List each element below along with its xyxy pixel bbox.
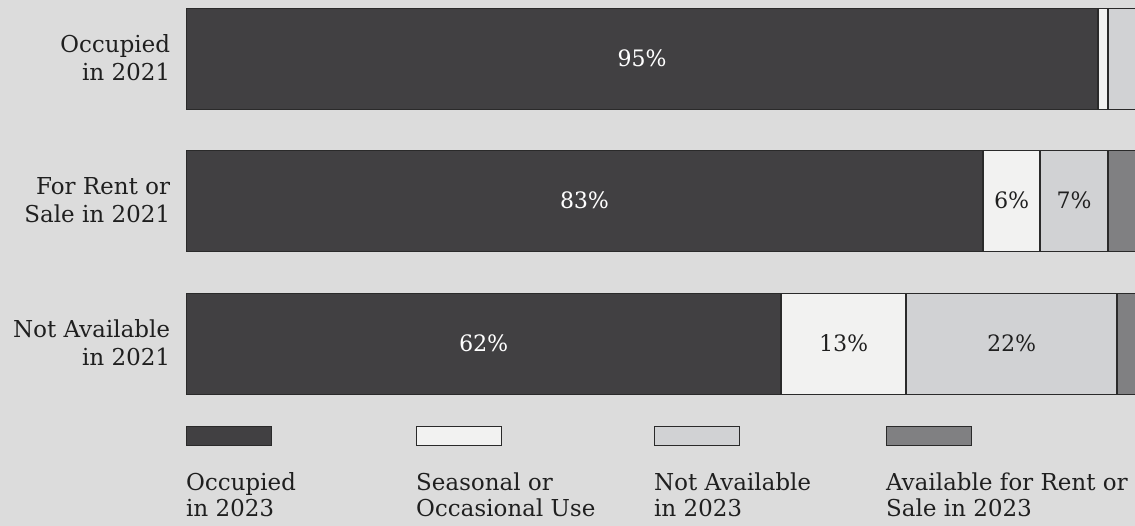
data-label: 62%: [459, 331, 509, 357]
data-label: 22%: [987, 331, 1037, 357]
row-label-occupied-in-2021: Occupied in 2021: [60, 32, 170, 86]
legend-swatch-occupied-in-2023: [186, 426, 272, 446]
legend-label-occupied-in-2023: Occupied in 2023: [186, 470, 296, 522]
bar-segment-for-rent-or-sale-in-2021-seasonal-or-occasional-use: 6%: [982, 150, 1041, 252]
legend-label-not-available-in-2023: Not Available in 2023: [654, 470, 812, 522]
bar-segment-not-available-in-2021-not-available-in-2023: 22%: [906, 293, 1118, 395]
data-label: 95%: [617, 46, 667, 72]
data-label: 7%: [1056, 188, 1092, 214]
bar-segment-for-rent-or-sale-in-2021-available-for-rent-or-sale-in-2023: [1107, 150, 1135, 252]
legend-label-seasonal-or-occasional-use: Seasonal or Occasional Use: [416, 470, 596, 522]
legend-swatch-available-for-rent-or-sale-in-2023: [886, 426, 972, 446]
bar-segment-occupied-in-2021-not-available-in-2023: [1107, 8, 1135, 110]
data-label: 13%: [819, 331, 869, 357]
bar-segment-for-rent-or-sale-in-2021-not-available-in-2023: 7%: [1040, 150, 1108, 252]
data-label: 6%: [994, 188, 1030, 214]
legend-swatch-seasonal-or-occasional-use: [416, 426, 502, 446]
bar-segment-not-available-in-2021-available-for-rent-or-sale-in-2023: [1117, 293, 1135, 395]
bar-segment-not-available-in-2021-seasonal-or-occasional-use: 13%: [781, 293, 906, 395]
data-label: 83%: [559, 188, 609, 214]
legend-label-available-for-rent-or-sale-in-2023: Available for Rent or Sale in 2023: [886, 470, 1128, 522]
bar-segment-for-rent-or-sale-in-2021-occupied-in-2023: 83%: [186, 150, 983, 252]
row-label-for-rent-or-sale-in-2021: For Rent or Sale in 2021: [24, 174, 170, 228]
bar-segment-not-available-in-2021-occupied-in-2023: 62%: [186, 293, 782, 395]
legend-swatch-not-available-in-2023: [654, 426, 740, 446]
bar-segment-occupied-in-2021-seasonal-or-occasional-use: [1098, 8, 1108, 110]
bar-segment-occupied-in-2021-occupied-in-2023: 95%: [186, 8, 1098, 110]
row-label-not-available-in-2021: Not Available in 2021: [12, 317, 170, 371]
